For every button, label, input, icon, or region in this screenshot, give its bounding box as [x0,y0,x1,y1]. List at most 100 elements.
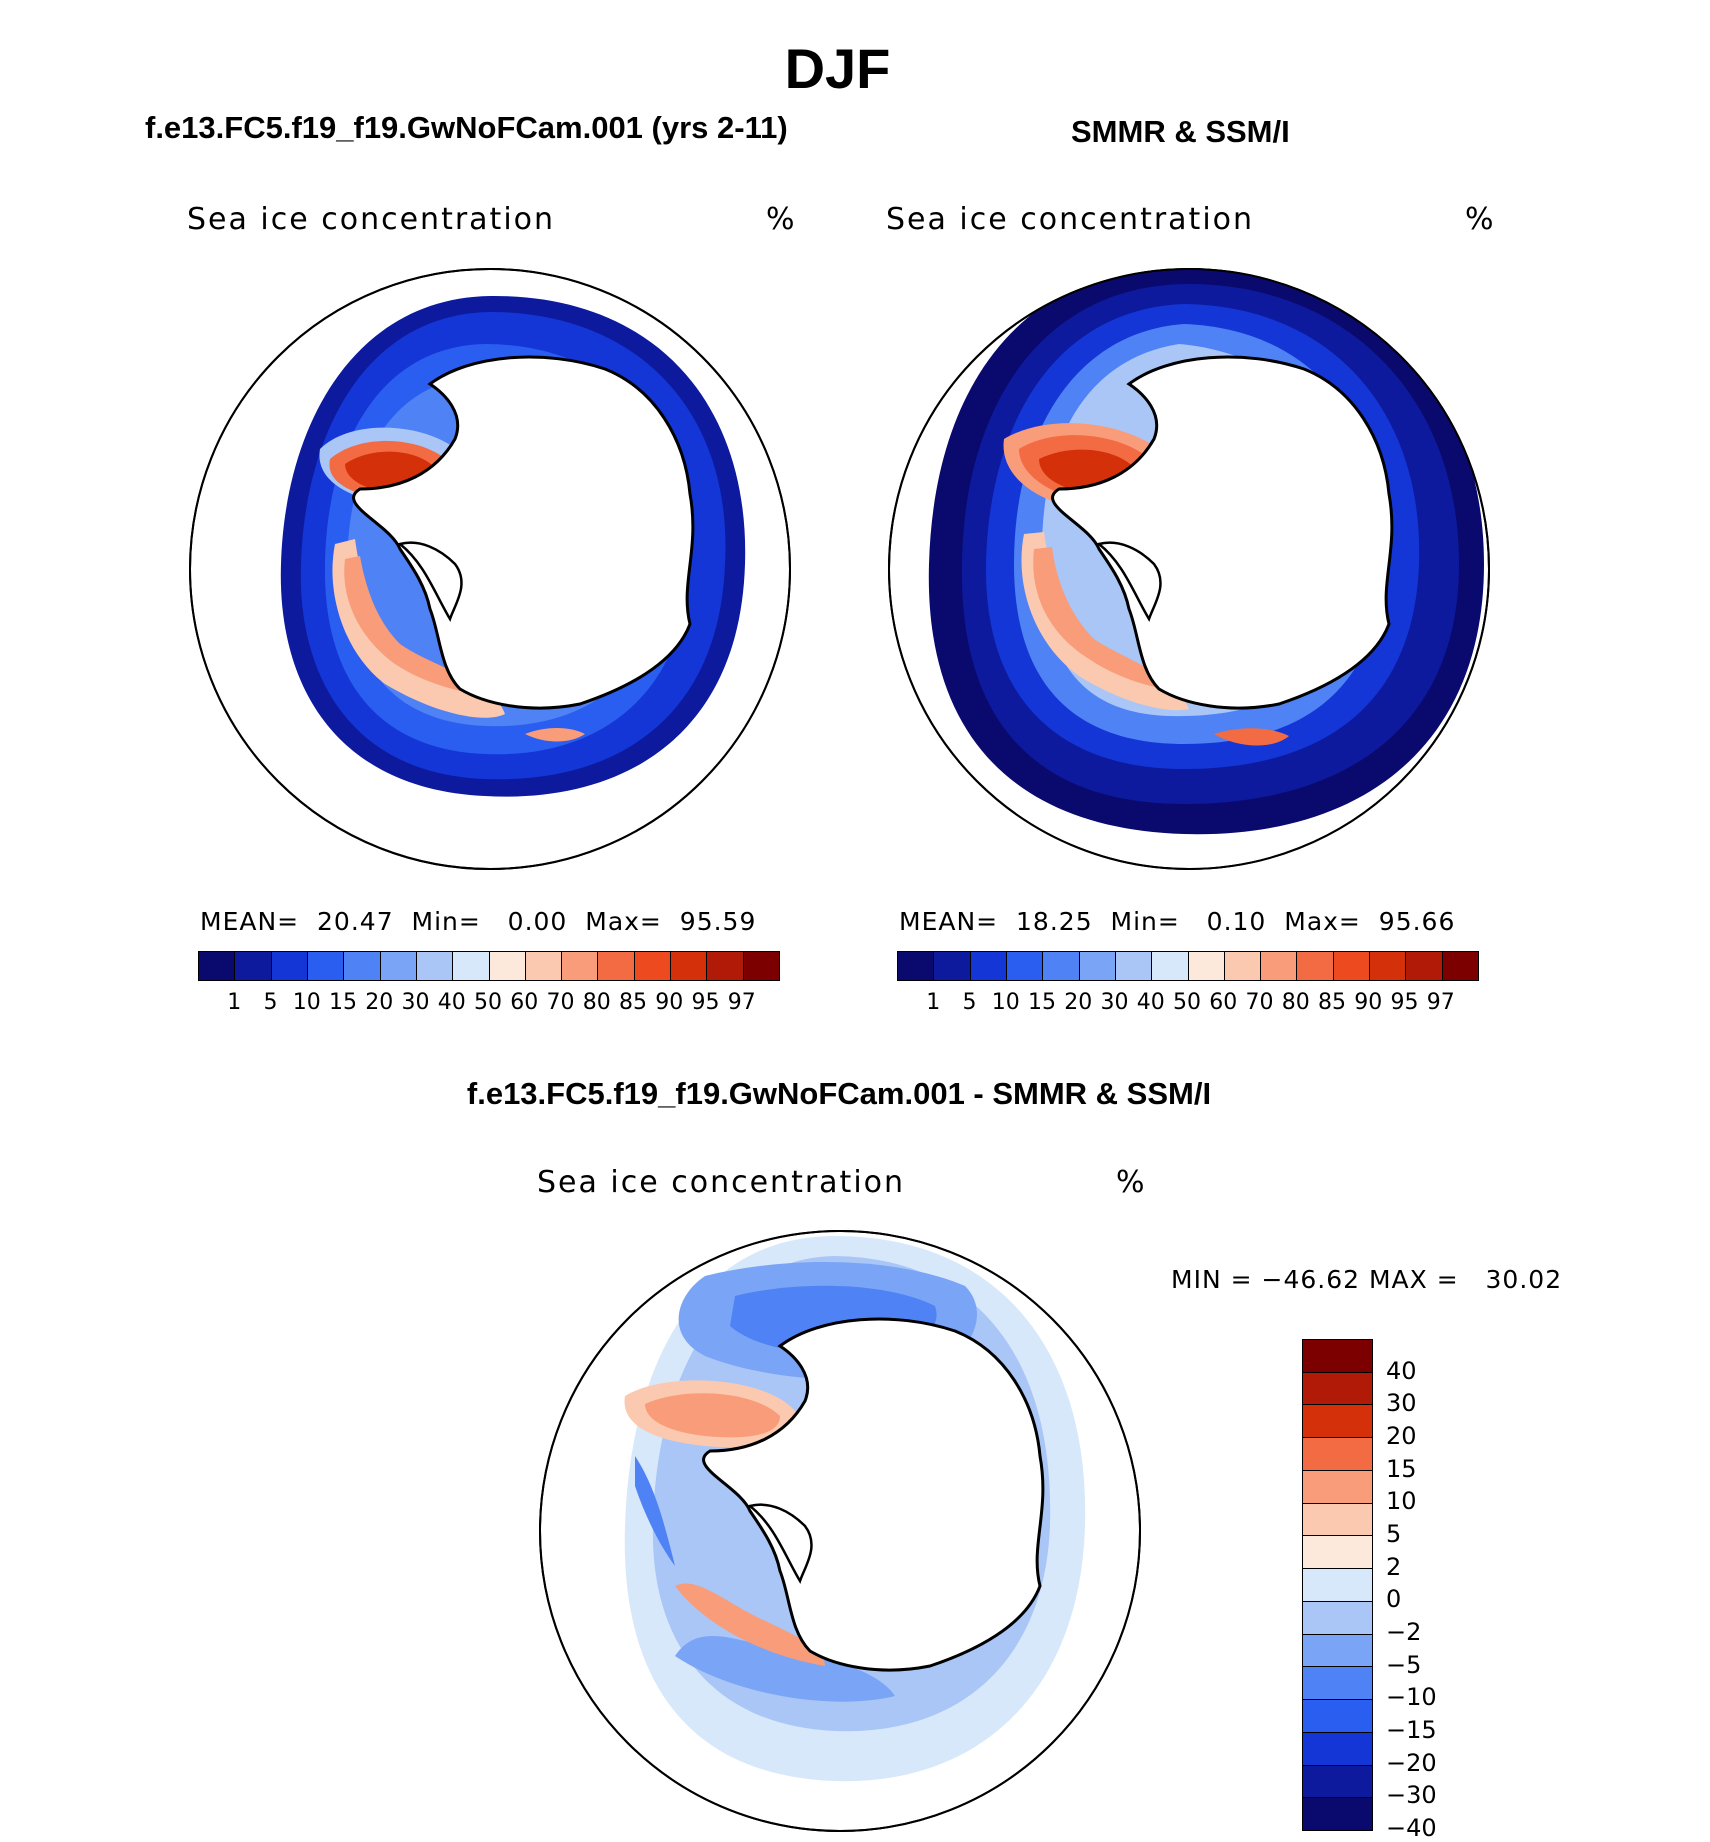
obs-colorbar-swatch [1406,952,1443,980]
model-colorbar-swatch [199,952,236,980]
model-colorbar-tick-label: 60 [510,990,539,1015]
model-mean-label: MEAN= [200,907,300,936]
obs-colorbar-tick-label: 30 [1100,990,1129,1015]
obs-colorbar-swatch [1333,952,1371,980]
obs-colorbar-swatch [1152,952,1189,980]
obs-colorbar-tick-label: 97 [1426,990,1455,1015]
model-colorbar-tick-label: 5 [263,990,278,1015]
obs-mean-label: MEAN= [899,907,999,936]
model-stats: MEAN= 20.47 Min= 0.00 Max= 95.59 [200,907,756,936]
obs-stats: MEAN= 18.25 Min= 0.10 Max= 95.66 [899,907,1455,936]
model-colorbar-swatch [453,952,490,980]
model-colorbar-swatch [598,952,635,980]
diff-colorbar-swatch [1303,1340,1372,1373]
diff-colorbar-tick-label: −2 [1386,1618,1422,1646]
diff-colorbar-tick-label: 30 [1386,1389,1417,1418]
obs-colorbar-tick-label: 85 [1318,990,1346,1015]
obs-colorbar-ticks: 1 5 10 15 20 30 40 50 60 70 80 85 90 95 97 [897,990,1477,1020]
model-colorbar-swatch [489,952,526,980]
diff-colorbar-swatch [1303,1405,1372,1439]
obs-colorbar-swatch [1370,952,1407,980]
obs-max-label: Max= [1284,907,1361,936]
obs-colorbar-swatch [1297,952,1334,980]
obs-colorbar-swatch [1115,952,1153,980]
obs-colorbar-tick-label: 5 [962,990,977,1015]
diff-colorbar-tick-label: −10 [1386,1683,1437,1712]
obs-min-value: 0.10 [1206,907,1267,936]
diff-unit-label: % [1116,1165,1145,1200]
obs-colorbar-swatch [1442,952,1478,980]
page-title: DJF [784,37,891,100]
model-colorbar-tick-label: 20 [365,990,394,1015]
model-colorbar-swatch [707,952,744,980]
obs-mean-value: 18.25 [1016,907,1093,936]
diff-colorbar-tick-label: 5 [1386,1520,1402,1548]
obs-unit-label: % [1465,202,1494,237]
model-colorbar-tick-label: 15 [329,990,357,1015]
diff-max-value: 30.02 [1485,1265,1563,1294]
obs-colorbar-swatch [970,952,1007,980]
diff-colorbar-ticks: 40 30 20 15 10 5 2 0 −2 −5 −10 −15 −20 −30 −40 [1386,1339,1466,1842]
diff-variable-label: Sea ice concentration [537,1165,906,1200]
model-colorbar [198,951,780,981]
diff-colorbar-tick-label: 15 [1386,1454,1417,1483]
diff-colorbar-swatch [1303,1732,1372,1766]
model-colorbar-tick-label: 1 [227,990,242,1015]
model-colorbar-swatch [743,952,779,980]
obs-colorbar-tick-label: 40 [1136,990,1165,1015]
model-colorbar-swatch [235,952,272,980]
model-colorbar-tick-label: 90 [655,990,684,1015]
model-panel-title: f.e13.FC5.f19_f19.GwNoFCam.001 (yrs 2-11… [145,110,788,145]
obs-colorbar-swatch [1261,952,1298,980]
obs-colorbar-tick-label: 15 [1028,990,1056,1015]
model-mean-value: 20.47 [317,907,394,936]
obs-colorbar-swatch [1224,952,1262,980]
obs-colorbar-tick-label: 70 [1245,990,1274,1015]
diff-colorbar-tick-label: 20 [1386,1422,1417,1450]
diff-colorbar-tick-label: 40 [1386,1356,1417,1385]
model-antarctica-land [352,355,695,710]
diff-colorbar-swatch [1303,1569,1372,1602]
model-colorbar-tick-label: 85 [619,990,647,1015]
model-min-label: Min= [411,907,481,936]
model-colorbar-tick-label: 10 [292,990,321,1015]
obs-colorbar-tick-label: 50 [1173,990,1201,1015]
diff-colorbar-swatch [1303,1765,1372,1799]
obs-colorbar-swatch [934,952,971,980]
obs-min-label: Min= [1110,907,1180,936]
obs-colorbar-swatch [1006,952,1044,980]
diff-polar-map [539,1230,1141,1832]
diff-colorbar-swatch [1303,1470,1372,1504]
diff-min-value: −46.62 [1261,1265,1361,1294]
obs-max-value: 95.66 [1378,907,1456,936]
diff-colorbar-tick-label: 0 [1386,1585,1402,1614]
model-unit-label: % [766,202,795,237]
model-colorbar-ticks: 1 5 10 15 20 30 40 50 60 70 80 85 90 95 97 [198,990,778,1020]
diff-colorbar-tick-label: −40 [1386,1814,1437,1842]
diff-colorbar-swatch [1303,1634,1372,1668]
diff-colorbar [1302,1339,1373,1831]
diff-colorbar-tick-label: 2 [1386,1552,1402,1581]
model-colorbar-swatch [525,952,563,980]
obs-antarctica-land [1051,355,1394,710]
model-colorbar-tick-label: 70 [546,990,575,1015]
diff-colorbar-tick-label: −20 [1386,1748,1437,1777]
diff-colorbar-swatch [1303,1536,1372,1570]
obs-colorbar-tick-label: 1 [926,990,941,1015]
obs-colorbar-swatch [1188,952,1225,980]
diff-stats: MIN = −46.62 MAX = 30.02 [1171,1265,1562,1294]
obs-polar-map [888,268,1490,870]
diff-colorbar-tick-label: −15 [1386,1716,1437,1744]
obs-variable-label: Sea ice concentration [886,202,1255,237]
obs-colorbar-tick-label: 10 [991,990,1020,1015]
model-colorbar-swatch [271,952,308,980]
model-colorbar-swatch [562,952,599,980]
diff-colorbar-swatch [1303,1700,1372,1733]
model-min-value: 0.00 [507,907,568,936]
model-variable-label: Sea ice concentration [187,202,556,237]
obs-colorbar-tick-label: 90 [1354,990,1383,1015]
model-colorbar-swatch [380,952,417,980]
obs-colorbar-tick-label: 60 [1209,990,1238,1015]
obs-colorbar-swatch [898,952,935,980]
diff-colorbar-tick-label: 10 [1386,1487,1417,1516]
